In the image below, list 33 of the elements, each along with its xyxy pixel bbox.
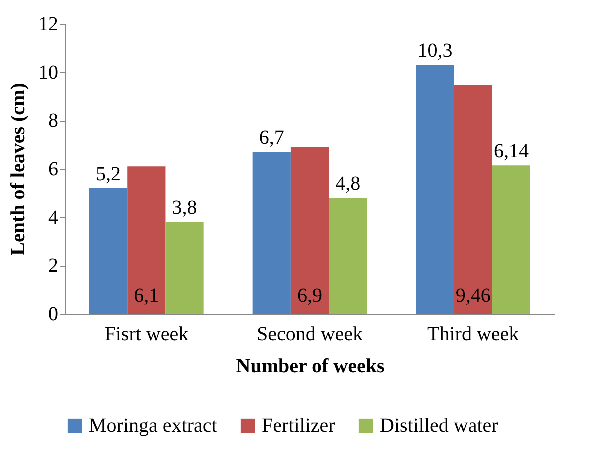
- x-tick-label: Third week: [428, 324, 520, 346]
- x-tick-label: Second week: [256, 324, 364, 346]
- y-tick-label: 4: [48, 206, 58, 229]
- y-tick-label: 6: [48, 158, 58, 180]
- data-label: 5,2: [96, 163, 122, 186]
- y-tick-label: 2: [48, 255, 58, 278]
- data-label: 6,14: [494, 140, 529, 163]
- data-label: 6,7: [259, 127, 284, 150]
- bar: [166, 222, 204, 314]
- bar: [329, 198, 368, 314]
- bar: [252, 152, 291, 314]
- data-label: 3,8: [172, 197, 198, 220]
- x-axis-title: Number of weeks: [236, 356, 385, 378]
- data-label: 9,46: [456, 285, 491, 307]
- y-axis-title: Lenth of leaves (cm): [8, 83, 30, 256]
- data-label: 6,9: [298, 285, 322, 307]
- data-label: 10,3: [418, 40, 453, 62]
- y-tick-label: 12: [38, 14, 58, 36]
- y-tick-label: 8: [48, 110, 58, 132]
- bar: [416, 65, 454, 314]
- bar: [492, 166, 530, 314]
- y-tick-label: 0: [48, 304, 58, 326]
- bar: [90, 188, 128, 314]
- data-label: 6,1: [134, 285, 160, 307]
- bar: [454, 85, 492, 314]
- legend-label: Distilled water: [380, 415, 499, 437]
- y-tick-label: 10: [38, 62, 58, 84]
- bar: [290, 147, 330, 314]
- bar: [128, 166, 166, 314]
- legend-label: Moringa extract: [89, 415, 218, 437]
- data-label: 4,8: [336, 173, 361, 195]
- legend-label: Fertilizer: [262, 415, 336, 437]
- x-tick-label: Fisrt week: [104, 324, 189, 346]
